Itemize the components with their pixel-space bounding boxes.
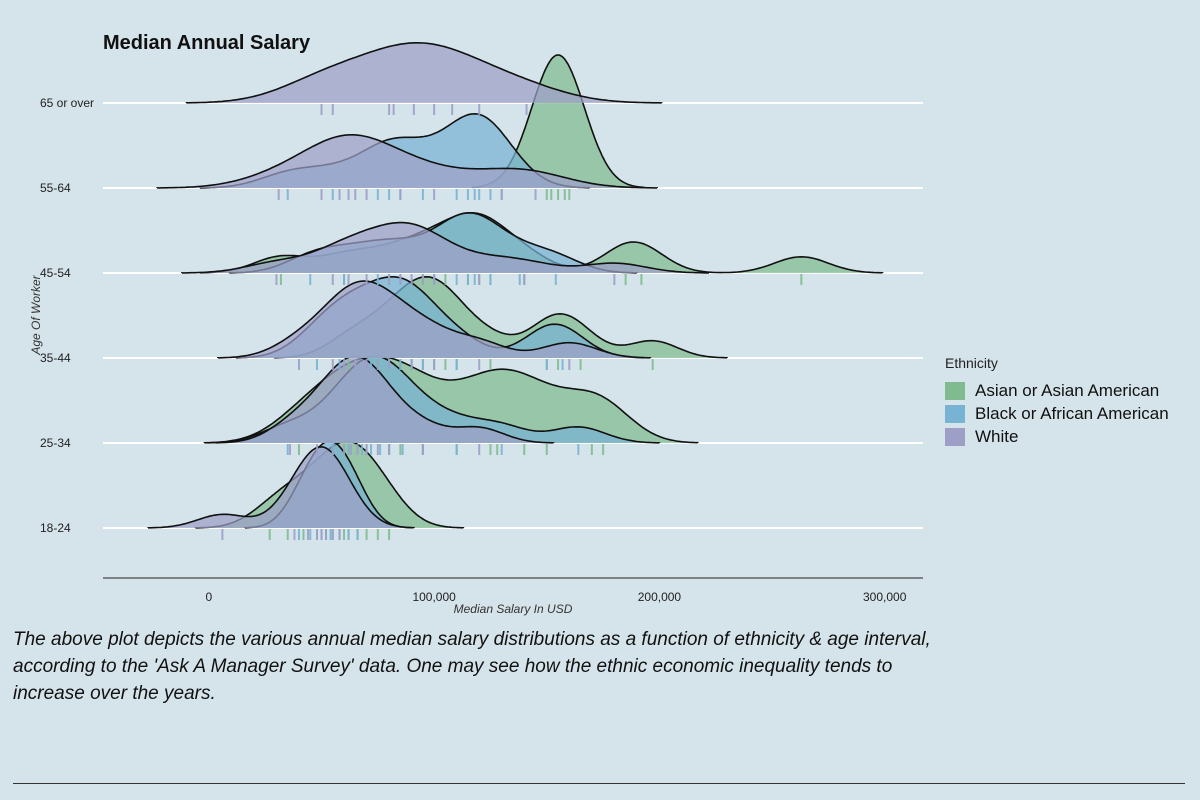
- density-ridges: [147, 42, 884, 540]
- y-axis-tick-labels: 18-24 25-34 35-44 45-54 55-64 65 or over: [40, 96, 94, 535]
- legend-item-asian: Asian or Asian American: [945, 379, 1169, 402]
- y-tick-label-65-or-over: 65 or over: [40, 96, 94, 110]
- x-axis-title: Median Salary In USD: [454, 602, 573, 616]
- x-tick-label: 0: [206, 590, 213, 604]
- density-ridge-white-18-24: [147, 445, 415, 529]
- legend-item-black: Black or African American: [945, 402, 1169, 425]
- chart-title: Median Annual Salary: [103, 32, 311, 54]
- y-tick-label-35-44: 35-44: [40, 351, 71, 365]
- x-tick-label: 300,000: [863, 590, 907, 604]
- ridge-group-35-44: [217, 275, 728, 370]
- bottom-divider: [13, 783, 1185, 784]
- legend-swatch-asian: [945, 381, 965, 400]
- ridge-group-18-24: [147, 440, 465, 540]
- ridge-group-65-or-over: [185, 42, 663, 115]
- y-tick-label-18-24: 18-24: [40, 521, 71, 535]
- density-ridge-white-35-44: [217, 280, 652, 359]
- y-axis-title: Age Of Worker: [29, 274, 43, 355]
- x-tick-label: 100,000: [412, 590, 456, 604]
- legend-swatch-white: [945, 427, 965, 446]
- density-ridge-white-45-54: [181, 221, 710, 274]
- legend-title: Ethnicity: [945, 355, 998, 371]
- x-axis-tick-labels: 0 100,000 200,000 300,000: [206, 590, 907, 604]
- y-tick-label-45-54: 45-54: [40, 266, 71, 280]
- ridge-group-55-64: [156, 54, 658, 200]
- density-ridge-white-55-64: [156, 134, 658, 189]
- legend-label-asian: Asian or Asian American: [975, 380, 1160, 400]
- x-tick-label: 200,000: [638, 590, 682, 604]
- legend-label-black: Black or African American: [975, 403, 1169, 423]
- ridge-group-25-34: [203, 355, 699, 455]
- legend-swatch-black: [945, 404, 965, 423]
- density-ridge-white-65-or-over: [185, 42, 663, 104]
- legend-label-white: White: [975, 426, 1019, 446]
- legend-item-white: White: [945, 425, 1169, 448]
- y-tick-label-55-64: 55-64: [40, 181, 71, 195]
- ridge-group-45-54: [181, 211, 884, 285]
- legend: Ethnicity Asian or Asian American Black …: [945, 355, 1169, 448]
- chart-caption: The above plot depicts the various annua…: [13, 629, 931, 704]
- density-ridge-white-25-34: [214, 355, 555, 444]
- y-tick-label-25-34: 25-34: [40, 436, 71, 450]
